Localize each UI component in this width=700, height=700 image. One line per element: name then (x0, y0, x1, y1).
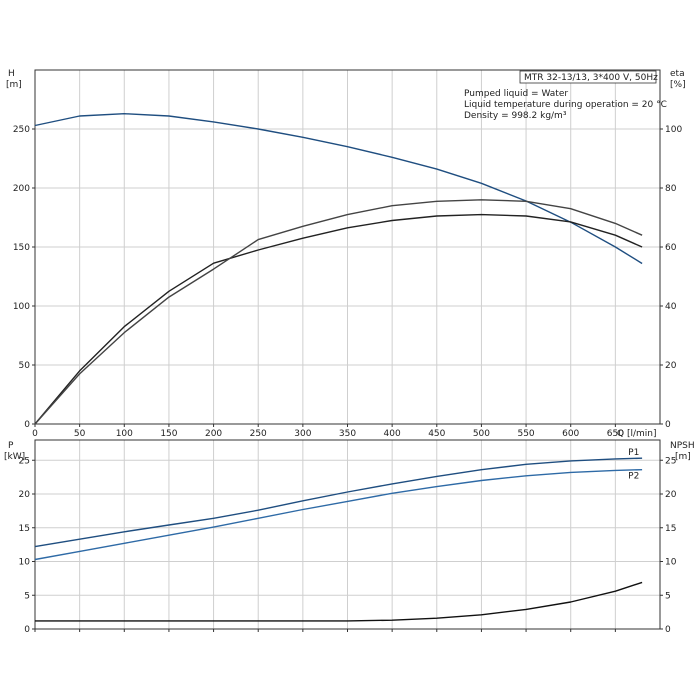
x-tick-label: 400 (384, 429, 401, 439)
y-right-tick-label: 15 (665, 524, 676, 534)
y-left-tick-label: 25 (19, 456, 30, 466)
top-left-axis-unit: [m] (6, 80, 22, 90)
series-line-2 (34, 199, 643, 425)
top-axis-titles: H [m] eta [%] Q [l/min] (6, 69, 686, 439)
x-tick-label: 250 (250, 429, 267, 439)
y-right-tick-label: 60 (665, 243, 677, 253)
power-npsh-panel: 0 5 10 15 20 25 0 5 10 15 20 25 P1 P2 (19, 439, 677, 635)
y-left-tick-label: 0 (24, 625, 30, 635)
y-left-tick-label: 0 (24, 420, 30, 430)
y-left-tick-label: 200 (13, 184, 30, 194)
y-right-tick-label: 25 (665, 456, 676, 466)
bottom-right-axis-unit: [m] (675, 452, 691, 462)
info-box-frame (519, 70, 657, 84)
x-tick-label: 600 (562, 429, 579, 439)
info-line-density: Density = 998.2 kg/m³ (464, 111, 567, 121)
series-label: P1 (628, 448, 639, 458)
y-right-tick-label: 5 (665, 591, 671, 601)
info-model: MTR 32-13/13, 3*400 V, 50Hz (524, 73, 658, 83)
y-left-tick-label: 100 (13, 302, 30, 312)
x-tick-label: 200 (205, 429, 222, 439)
bottom-left-axis-label: P (8, 441, 14, 451)
series-line-1 (34, 469, 643, 561)
x-tick-label: 500 (473, 429, 490, 439)
x-tick-label: 0 (32, 429, 38, 439)
series-line-0 (34, 457, 643, 548)
x-tick-label: 50 (74, 429, 86, 439)
top-left-axis-label: H (8, 69, 15, 79)
x-tick-label: 300 (294, 429, 311, 439)
y-right-tick-label: 100 (665, 125, 682, 135)
bottom-axis-titles: P [kW] NPSH [m] (4, 441, 695, 462)
x-tick-label: 550 (517, 429, 534, 439)
y-left-tick-label: 10 (19, 558, 31, 568)
head-efficiency-panel: 0 50 100 150 200 250 300 350 400 450 500 550 600 6500… (13, 69, 682, 439)
info-line-liquid: Pumped liquid = Water (464, 89, 568, 99)
info-box: MTR 32-13/13, 3*400 V, 50Hz Pumped liqui… (464, 70, 667, 121)
plot-frame (34, 439, 661, 630)
x-axis-label: Q [l/min] (617, 429, 656, 439)
bottom-left-axis-unit: [kW] (4, 452, 25, 462)
x-tick-label: 150 (160, 429, 177, 439)
y-right-tick-label: 0 (665, 420, 671, 430)
info-line-temperature: Liquid temperature during operation = 20… (464, 100, 667, 110)
y-right-tick-label: 80 (665, 184, 677, 194)
y-left-tick-label: 5 (24, 591, 30, 601)
series-line-0 (34, 112, 643, 265)
series-line-1 (34, 213, 643, 425)
y-left-tick-label: 15 (19, 524, 30, 534)
y-left-tick-label: 250 (13, 125, 30, 135)
y-right-tick-label: 40 (665, 302, 677, 312)
plot-frame (34, 69, 661, 425)
y-right-tick-label: 20 (665, 490, 677, 500)
series-line-2 (35, 581, 643, 622)
y-right-tick-label: 10 (665, 558, 677, 568)
y-left-tick-label: 150 (13, 243, 30, 253)
y-left-tick-label: 20 (19, 490, 31, 500)
top-right-axis-unit: [%] (670, 80, 686, 90)
x-tick-label: 350 (339, 429, 356, 439)
top-right-axis-label: eta (670, 69, 685, 79)
y-left-tick-label: 50 (19, 361, 31, 371)
x-tick-label: 100 (116, 429, 133, 439)
x-tick-label: 450 (428, 429, 445, 439)
bottom-right-axis-label: NPSH (670, 441, 695, 451)
x-tick-label: 650 (607, 429, 624, 439)
y-right-tick-label: 0 (665, 625, 671, 635)
series-label: P2 (628, 472, 639, 482)
y-right-tick-label: 20 (665, 361, 677, 371)
